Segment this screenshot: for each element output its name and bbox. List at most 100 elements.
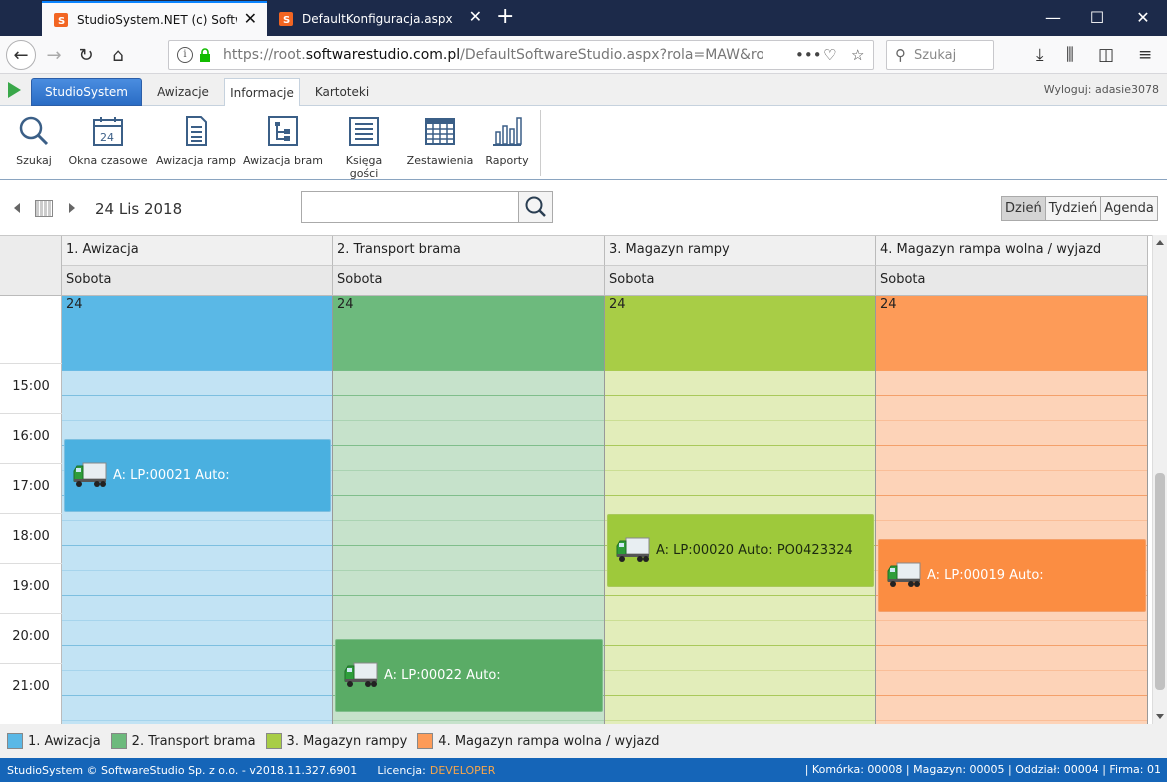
all-day-cell[interactable]: 24 bbox=[876, 296, 1148, 371]
svg-text:24: 24 bbox=[100, 131, 114, 144]
calendar-picker-icon[interactable] bbox=[35, 200, 53, 217]
close-window-icon[interactable]: ✕ bbox=[1136, 8, 1150, 27]
slot-divider bbox=[876, 695, 1147, 696]
ribbon-okna-czasowe-button[interactable]: 24 Okna czasowe bbox=[66, 114, 150, 167]
legend-item: 2. Transport brama bbox=[110, 733, 256, 749]
event-label: A: LP:00022 Auto: bbox=[384, 667, 501, 683]
all-day-cell[interactable]: 24 bbox=[62, 296, 333, 371]
legend-label: 3. Magazyn rampy bbox=[286, 733, 408, 749]
forward-button[interactable]: → bbox=[40, 41, 68, 69]
scrollbar-thumb[interactable] bbox=[1155, 473, 1165, 690]
time-column: 15:00 16:00 17:00 18:00 19:00 20:00 21:00 bbox=[0, 296, 62, 724]
play-icon[interactable] bbox=[8, 82, 21, 98]
pocket-icon[interactable]: ♡ bbox=[823, 46, 837, 64]
slot-divider bbox=[876, 495, 1147, 496]
appointment-event[interactable]: A: LP:00021 Auto: bbox=[64, 438, 331, 512]
ribbon-awizacja-bram-button[interactable]: Awizacja bram bbox=[243, 114, 323, 167]
next-day-icon[interactable] bbox=[69, 203, 75, 213]
minimize-icon[interactable]: — bbox=[1045, 8, 1061, 27]
resource-legend: 1. Awizacja 2. Transport brama 3. Magazyn … bbox=[0, 724, 1167, 758]
bookmark-star-icon[interactable]: ☆ bbox=[851, 46, 865, 64]
home-button[interactable]: ⌂ bbox=[104, 41, 132, 69]
slot-divider bbox=[605, 720, 875, 721]
context-info: | Komórka: 00008 | Magazyn: 00005 | Oddz… bbox=[804, 763, 1161, 776]
ribbon-raporty-button[interactable]: Raporty bbox=[482, 114, 532, 167]
time-label: 19:00 bbox=[12, 578, 50, 594]
scroll-down-icon[interactable] bbox=[1156, 714, 1164, 719]
truck-icon bbox=[73, 462, 107, 488]
back-button[interactable]: ← bbox=[6, 40, 36, 70]
ribbon-awizacja-ramp-button[interactable]: Awizacja ramp bbox=[156, 114, 236, 167]
slot-divider bbox=[876, 620, 1147, 621]
table-icon bbox=[425, 118, 455, 145]
prev-day-icon[interactable] bbox=[14, 203, 20, 213]
scheduler-scrollbar[interactable] bbox=[1152, 235, 1167, 724]
status-bar: StudioSystem © SoftwareStudio Sp. z o.o.… bbox=[0, 758, 1167, 782]
tab-kartoteki[interactable]: Kartoteki bbox=[314, 85, 370, 99]
slot-divider bbox=[333, 595, 604, 596]
reload-button[interactable]: ↻ bbox=[72, 41, 100, 69]
hour-divider bbox=[0, 562, 62, 564]
legend-swatch bbox=[417, 733, 434, 749]
document-icon bbox=[186, 116, 207, 146]
scroll-up-icon[interactable] bbox=[1156, 240, 1164, 245]
studiosystem-favicon-icon: S bbox=[279, 11, 293, 26]
close-tab-icon[interactable]: ✕ bbox=[468, 7, 482, 26]
browser-search-input[interactable]: ⚲ Szukaj bbox=[886, 40, 994, 70]
day-name-header: Sobota bbox=[605, 266, 876, 296]
more-actions-icon[interactable]: ••• bbox=[795, 46, 822, 64]
library-icon[interactable]: ⫼ bbox=[1066, 45, 1074, 65]
copyright-text: StudioSystem © SoftwareStudio Sp. z o.o.… bbox=[7, 763, 358, 777]
resource-header: 4. Magazyn rampa wolna / wyjazd bbox=[876, 236, 1148, 266]
resource-header: 3. Magazyn rampy bbox=[605, 236, 876, 266]
menu-icon[interactable]: ≡ bbox=[1138, 45, 1153, 65]
scheduler-search-button[interactable] bbox=[518, 191, 553, 223]
tab-studiosystem[interactable]: StudioSystem bbox=[31, 78, 142, 106]
legend-label: 2. Transport brama bbox=[131, 733, 256, 749]
day-column[interactable] bbox=[62, 370, 333, 724]
ribbon-ksiega-gosci-button[interactable]: Księga gości bbox=[330, 114, 398, 180]
legend-item: 1. Awizacja bbox=[7, 733, 101, 749]
ribbon-zestawienia-button[interactable]: Zestawienia bbox=[406, 114, 474, 167]
url-bar[interactable]: i https://root.softwarestudio.com.pl/Def… bbox=[168, 40, 874, 70]
close-tab-icon[interactable]: ✕ bbox=[243, 9, 257, 28]
gate-icon bbox=[268, 116, 298, 146]
browser-tab-defaultkonfiguracja[interactable]: S DefaultKonfiguracja.aspx ✕ bbox=[267, 1, 492, 36]
time-label: 16:00 bbox=[12, 428, 50, 444]
slot-divider bbox=[605, 370, 875, 371]
slot-divider bbox=[62, 645, 332, 646]
appointment-event[interactable]: A: LP:00020 Auto: PO0423324 bbox=[607, 513, 874, 587]
view-agenda-button[interactable]: Agenda bbox=[1100, 197, 1157, 220]
svg-text:S: S bbox=[283, 15, 290, 26]
all-day-cell[interactable]: 24 bbox=[605, 296, 876, 371]
appointment-event[interactable]: A: LP:00022 Auto: bbox=[335, 638, 603, 712]
hour-divider bbox=[0, 662, 62, 664]
all-day-cell[interactable]: 24 bbox=[333, 296, 605, 371]
view-day-button[interactable]: Dzień bbox=[1002, 197, 1045, 220]
sidebar-icon[interactable]: ◫ bbox=[1098, 45, 1115, 65]
legend-swatch bbox=[110, 733, 127, 749]
arrow-left-icon: ← bbox=[13, 44, 29, 66]
view-week-button[interactable]: Tydzień bbox=[1044, 197, 1101, 220]
hour-divider bbox=[0, 612, 62, 614]
maximize-icon[interactable]: ☐ bbox=[1089, 8, 1105, 27]
browser-tab-studiosystem[interactable]: S StudioSystem.NET (c) Software ✕ bbox=[42, 1, 267, 36]
ribbon-toolbar: Szukaj 24 Okna czasowe Awizacja ramp Awi… bbox=[0, 106, 1167, 180]
ribbon-szukaj-button[interactable]: Szukaj bbox=[12, 114, 56, 167]
truck-icon bbox=[344, 662, 378, 688]
tab-awizacje[interactable]: Awizacje bbox=[157, 85, 209, 99]
slot-divider bbox=[333, 445, 604, 446]
slot-divider bbox=[876, 670, 1147, 671]
slot-divider bbox=[333, 720, 604, 721]
logout-link[interactable]: Wyloguj: adasie3078 bbox=[1043, 83, 1159, 96]
appointment-event[interactable]: A: LP:00019 Auto: bbox=[878, 538, 1146, 612]
slot-divider bbox=[62, 545, 332, 546]
slot-divider bbox=[876, 520, 1147, 521]
new-tab-button[interactable]: + bbox=[496, 4, 515, 29]
info-icon[interactable]: i bbox=[177, 47, 193, 63]
scheduler-search-input[interactable] bbox=[301, 191, 519, 223]
legend-label: 1. Awizacja bbox=[28, 733, 101, 749]
tab-informacje[interactable]: Informacje bbox=[224, 78, 300, 107]
download-icon[interactable]: ⤓ bbox=[1036, 45, 1044, 65]
day-name-header: Sobota bbox=[62, 266, 333, 296]
